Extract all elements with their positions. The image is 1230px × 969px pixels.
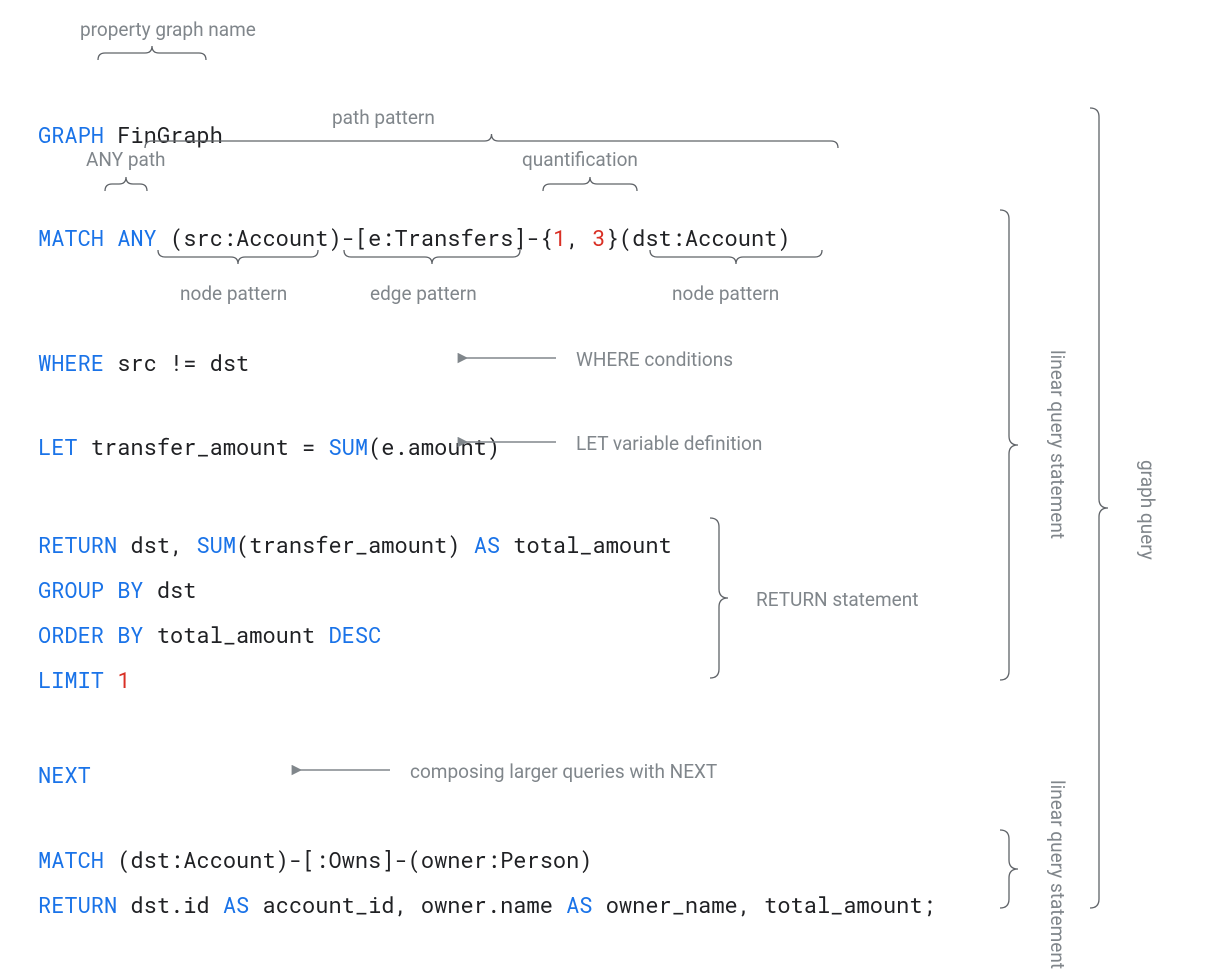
annotation-svg bbox=[0, 0, 1230, 950]
diagram-stage: GRAPH FinGraph MATCH ANY (src:Account)-[… bbox=[0, 0, 1230, 950]
